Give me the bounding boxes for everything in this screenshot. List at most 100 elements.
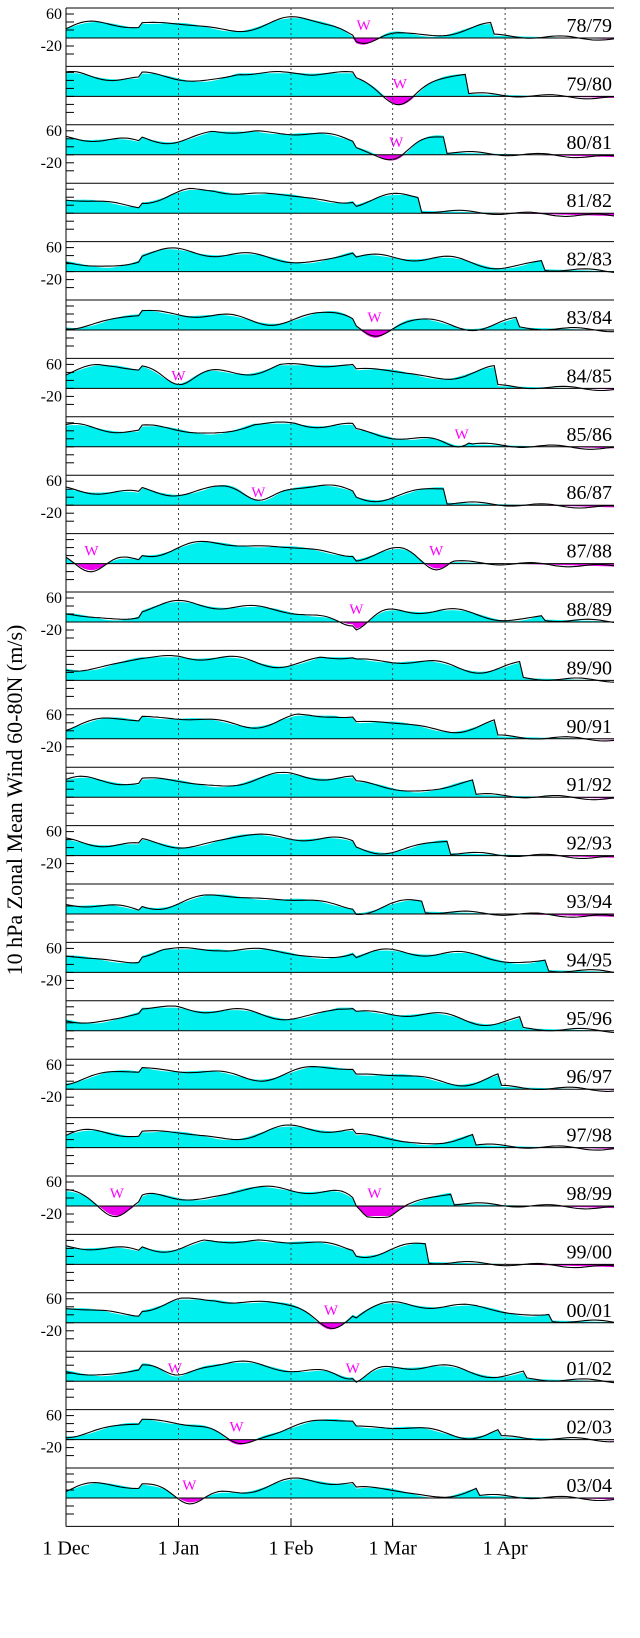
warming-marker: W <box>168 1361 183 1377</box>
season-label: 89/90 <box>566 657 612 679</box>
season-panel: 60 -20 80/81 W <box>41 123 615 184</box>
positive-wind-area <box>66 774 614 798</box>
positive-wind-area <box>66 131 614 155</box>
season-panel: 60 -20 92/93 <box>41 824 615 884</box>
y-tick-label: -20 <box>41 155 62 172</box>
season-panel: 03/04 W <box>65 1467 615 1527</box>
wind-line <box>65 540 615 573</box>
y-tick-label: -20 <box>41 856 62 873</box>
season-label: 80/81 <box>566 132 612 154</box>
positive-wind-area <box>66 1299 614 1323</box>
season-label: 93/94 <box>566 891 612 913</box>
season-panel: 93/94 <box>65 883 615 943</box>
season-panel: 60 -20 90/91 <box>41 707 615 768</box>
wind-line <box>65 713 615 742</box>
positive-wind-area <box>66 715 614 739</box>
season-panels: 60 -20 78/79 W 79/80 W 60 -20 80/81 W 81/82 60 -20 82… <box>41 6 615 1527</box>
x-tick-label: 1 Dec <box>42 1537 89 1559</box>
warming-marker: W <box>110 1186 125 1202</box>
negative-wind-area <box>66 1206 614 1216</box>
warming-marker: W <box>349 602 364 618</box>
warming-marker: W <box>429 544 444 560</box>
positive-wind-area <box>66 1186 614 1206</box>
season-label: 84/85 <box>566 365 612 387</box>
season-panel: 79/80 W <box>65 65 615 125</box>
wind-line <box>65 947 615 973</box>
season-panel: 60 -20 78/79 W <box>41 6 615 67</box>
season-panel: 95/96 <box>65 1000 615 1060</box>
wind-line <box>65 421 615 450</box>
y-tick-label: 60 <box>46 1174 62 1191</box>
positive-wind-area <box>66 894 614 914</box>
season-panel: 87/88 W W <box>65 533 615 592</box>
season-label: 79/80 <box>566 73 612 95</box>
season-panel: 60 -20 84/85 W <box>41 356 615 417</box>
y-tick-label: 60 <box>46 473 62 490</box>
warming-marker: W <box>454 427 469 443</box>
season-label: 78/79 <box>566 15 612 37</box>
positive-wind-area <box>66 1126 614 1148</box>
negative-wind-area <box>66 1439 614 1445</box>
season-label: 91/92 <box>566 774 612 796</box>
season-label: 02/03 <box>566 1417 612 1439</box>
season-panel: 60 -20 86/87 W <box>41 473 615 534</box>
season-label: 00/01 <box>566 1300 612 1322</box>
y-tick-label: 60 <box>46 1057 62 1074</box>
y-tick-label: 60 <box>46 707 62 724</box>
positive-wind-area <box>66 1241 614 1265</box>
warming-marker: W <box>324 1303 339 1319</box>
wind-line <box>65 1418 615 1445</box>
warming-marker: W <box>229 1420 244 1436</box>
season-label: 94/95 <box>566 949 612 971</box>
season-panel: 60 -20 98/99 W W <box>41 1174 615 1235</box>
positive-wind-area <box>66 18 614 38</box>
positive-wind-area <box>66 485 614 506</box>
warming-marker: W <box>367 1186 382 1202</box>
season-label: 99/00 <box>566 1241 612 1263</box>
season-label: 88/89 <box>566 599 612 621</box>
positive-wind-area <box>66 309 614 330</box>
positive-wind-area <box>66 1418 614 1440</box>
warming-marker: W <box>346 1361 361 1377</box>
wind-line <box>65 309 614 337</box>
x-tick-label: 1 Jan <box>158 1537 200 1559</box>
x-axis: 1 Dec 1 Jan 1 Feb 1 Mar 1 Apr <box>42 8 614 1559</box>
season-panel: 85/86 W <box>65 416 615 476</box>
y-tick-label: 60 <box>46 590 62 607</box>
season-panel: 60 -20 82/83 <box>41 240 615 300</box>
season-panel: 60 -20 88/89 W <box>41 590 615 651</box>
wind-line <box>65 1005 615 1034</box>
wind-line <box>65 1360 615 1384</box>
season-panel: 91/92 <box>65 766 615 826</box>
y-axis-label: 10 hPa Zonal Mean Wind 60-80N (m/s) <box>2 625 27 976</box>
negative-wind-area <box>66 622 614 629</box>
y-tick-label: 60 <box>46 6 62 23</box>
wind-line <box>65 1185 615 1219</box>
season-label: 98/99 <box>566 1183 612 1205</box>
warming-marker: W <box>393 76 408 92</box>
y-tick-label: 60 <box>46 1291 62 1308</box>
positive-wind-area <box>66 423 614 447</box>
season-label: 97/98 <box>566 1125 612 1147</box>
wind-line <box>65 655 615 683</box>
warming-marker: W <box>367 310 382 326</box>
positive-wind-area <box>66 73 614 97</box>
season-panel: 83/84 W <box>65 299 614 359</box>
y-tick-label: -20 <box>41 1206 62 1223</box>
y-tick-label: -20 <box>41 505 62 522</box>
season-panel: 01/02 W W <box>65 1350 615 1410</box>
positive-wind-area <box>66 190 614 214</box>
x-tick-label: 1 Mar <box>368 1537 417 1559</box>
season-label: 85/86 <box>566 424 612 446</box>
season-label: 01/02 <box>566 1358 612 1380</box>
y-tick-label: -20 <box>41 1440 62 1457</box>
wind-line <box>65 1066 615 1092</box>
season-panel: 60 -20 02/03 W <box>41 1408 615 1468</box>
positive-wind-area <box>66 1479 614 1498</box>
y-tick-label: -20 <box>41 388 62 405</box>
positive-wind-area <box>66 1362 614 1382</box>
season-panel: 89/90 <box>65 649 615 709</box>
positive-wind-area <box>66 249 614 272</box>
y-tick-label: -20 <box>41 1089 62 1106</box>
season-panel: 60 -20 00/01 W <box>41 1291 615 1352</box>
